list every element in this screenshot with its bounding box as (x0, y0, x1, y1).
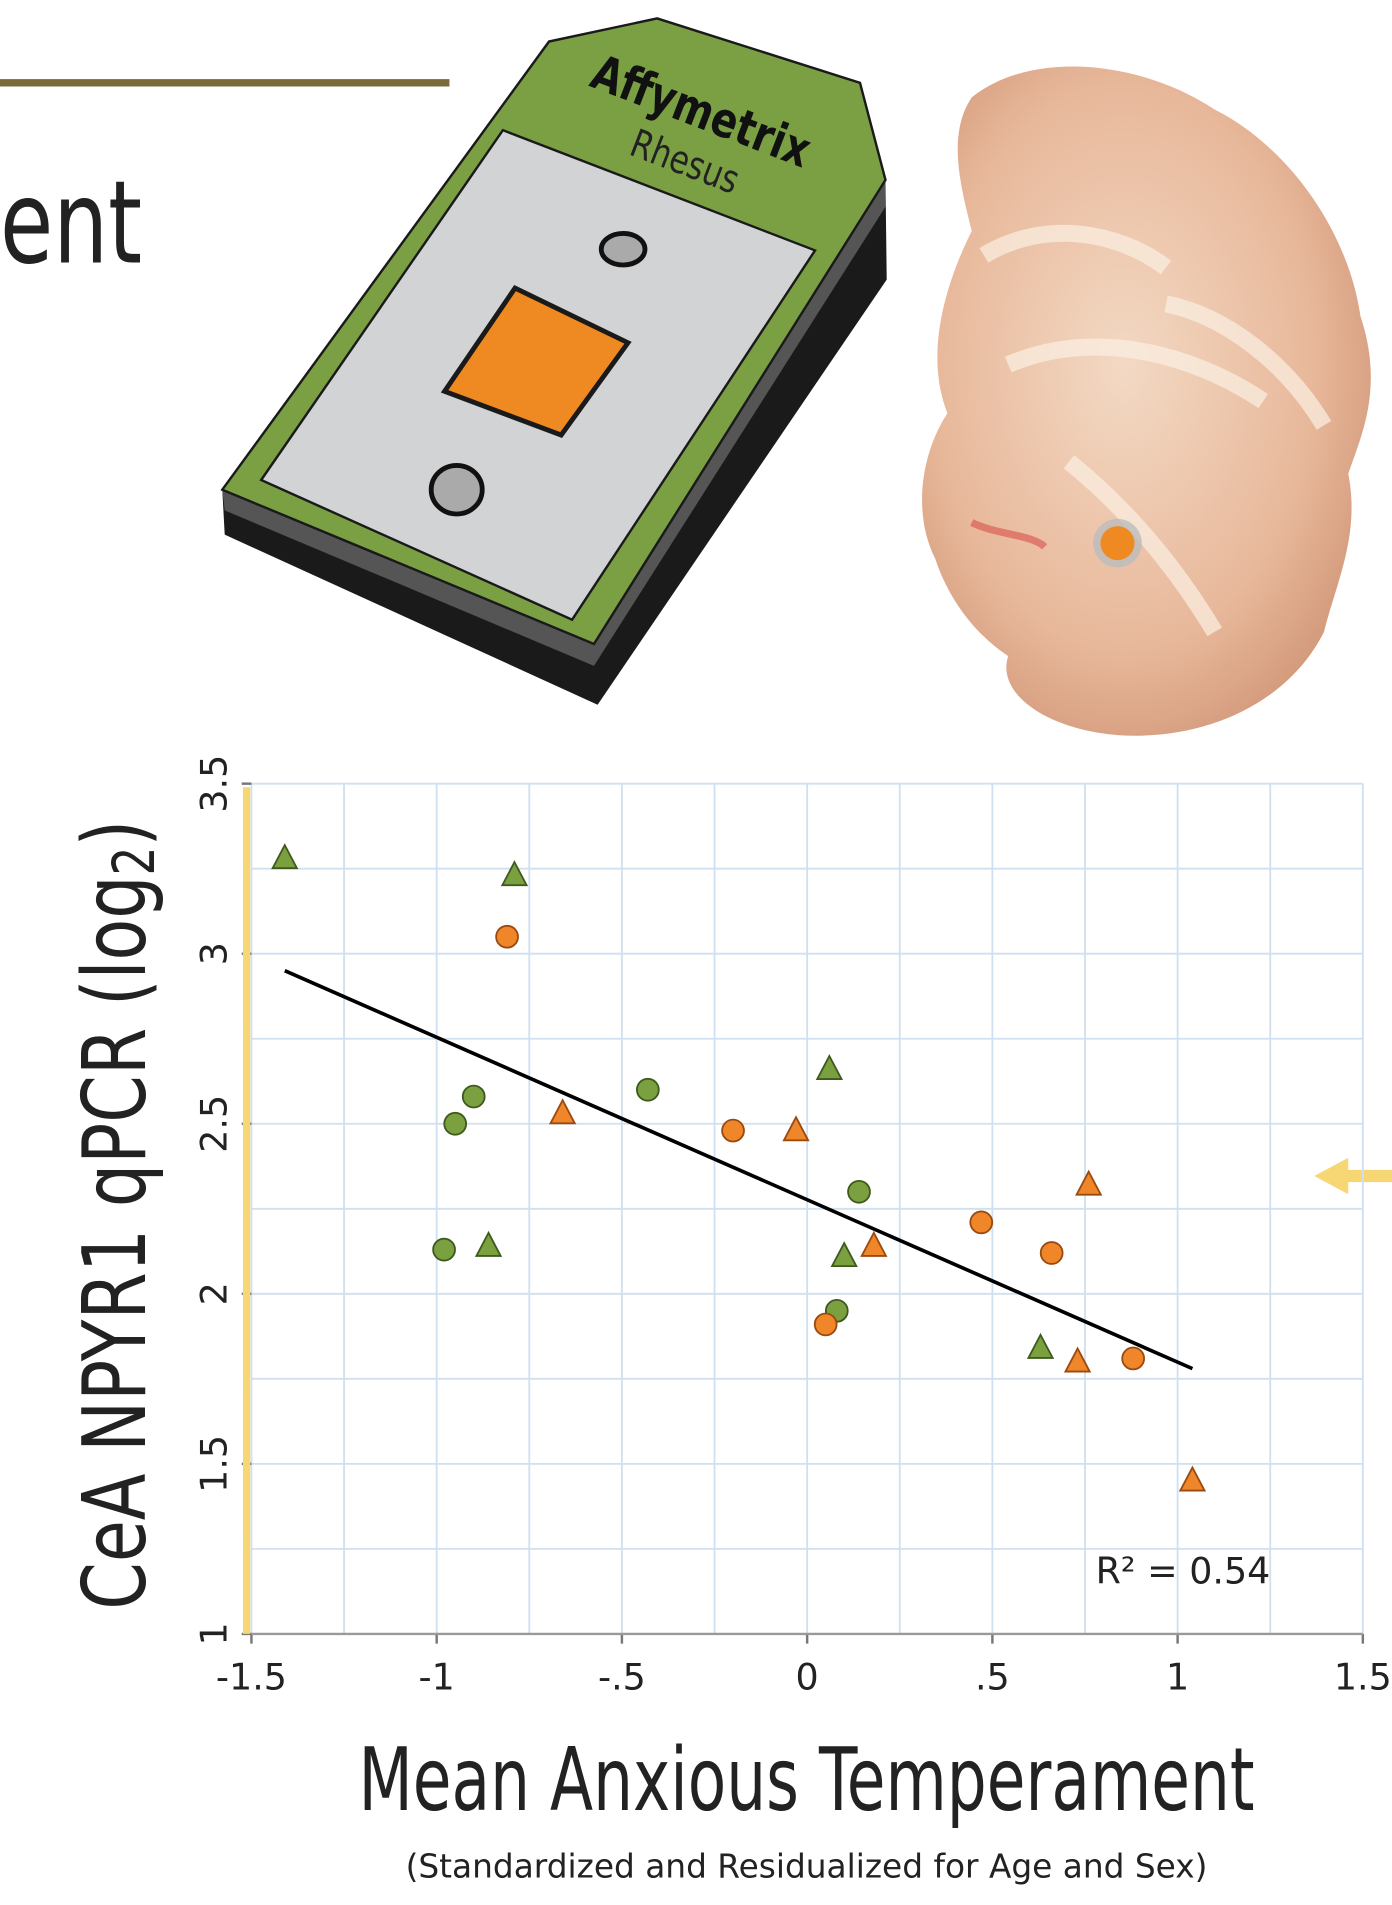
point (862, 1233, 886, 1256)
title-fragment: ent (0, 156, 142, 291)
y-tick-label: 3 (193, 942, 236, 965)
x-tick-label: 0 (796, 1655, 819, 1698)
point (1180, 1468, 1204, 1491)
y-label-text: CeA NPYR1 qPCR (log (65, 875, 166, 1609)
point (722, 1120, 744, 1142)
point (273, 845, 297, 868)
y-tick-label: 3.5 (193, 755, 236, 813)
point (1077, 1172, 1101, 1195)
y-tick-label: 1.5 (193, 1435, 236, 1493)
y-tick-label: 2 (193, 1282, 236, 1305)
x-tick-label: -1.5 (216, 1655, 287, 1698)
point (1028, 1335, 1052, 1358)
point (444, 1113, 466, 1135)
x-tick-label: 1 (1166, 1655, 1189, 1698)
point (1122, 1348, 1144, 1370)
point (817, 1056, 841, 1079)
x-tick-label: -.5 (598, 1655, 646, 1698)
point (832, 1243, 856, 1266)
trendline (285, 971, 1193, 1369)
point (1065, 1348, 1089, 1371)
chip-hole (431, 465, 482, 514)
y-label-close: ) (65, 820, 166, 847)
y-axis-label: CeA NPYR1 qPCR (log2) (65, 820, 168, 1610)
x-axis-label: Mean Anxious Temperament (358, 1728, 1254, 1830)
point (784, 1117, 808, 1140)
point (637, 1079, 659, 1101)
y-label-sub: 2 (101, 847, 169, 876)
page: ent Affymetrix Rhesus -1.5 -1 -.5 0 .5 1 1.5 1 1… (0, 0, 1392, 1905)
point (1041, 1242, 1063, 1264)
point (848, 1181, 870, 1203)
point (550, 1100, 574, 1123)
chip-hole (601, 233, 645, 265)
brain-illustration (922, 66, 1371, 735)
y-tick-label: 2.5 (193, 1095, 236, 1153)
point (496, 926, 518, 948)
x-tick-label: 1.5 (1334, 1655, 1392, 1698)
r-squared: R² = 0.54 (1096, 1550, 1271, 1593)
y-tick-label: 1 (193, 1622, 236, 1645)
point (476, 1233, 500, 1256)
x-tick-label: -1 (419, 1655, 455, 1698)
point (970, 1211, 992, 1233)
point (433, 1239, 455, 1261)
point (463, 1086, 485, 1108)
x-tick-label: .5 (975, 1655, 1010, 1698)
point (815, 1313, 837, 1335)
x-axis-subtitle: (Standardized and Residualized for Age a… (406, 1847, 1208, 1885)
chip-illustration: Affymetrix Rhesus (222, 18, 886, 704)
pointer-arrow (1314, 1158, 1392, 1194)
target-dot (1100, 526, 1134, 560)
point (502, 862, 526, 885)
